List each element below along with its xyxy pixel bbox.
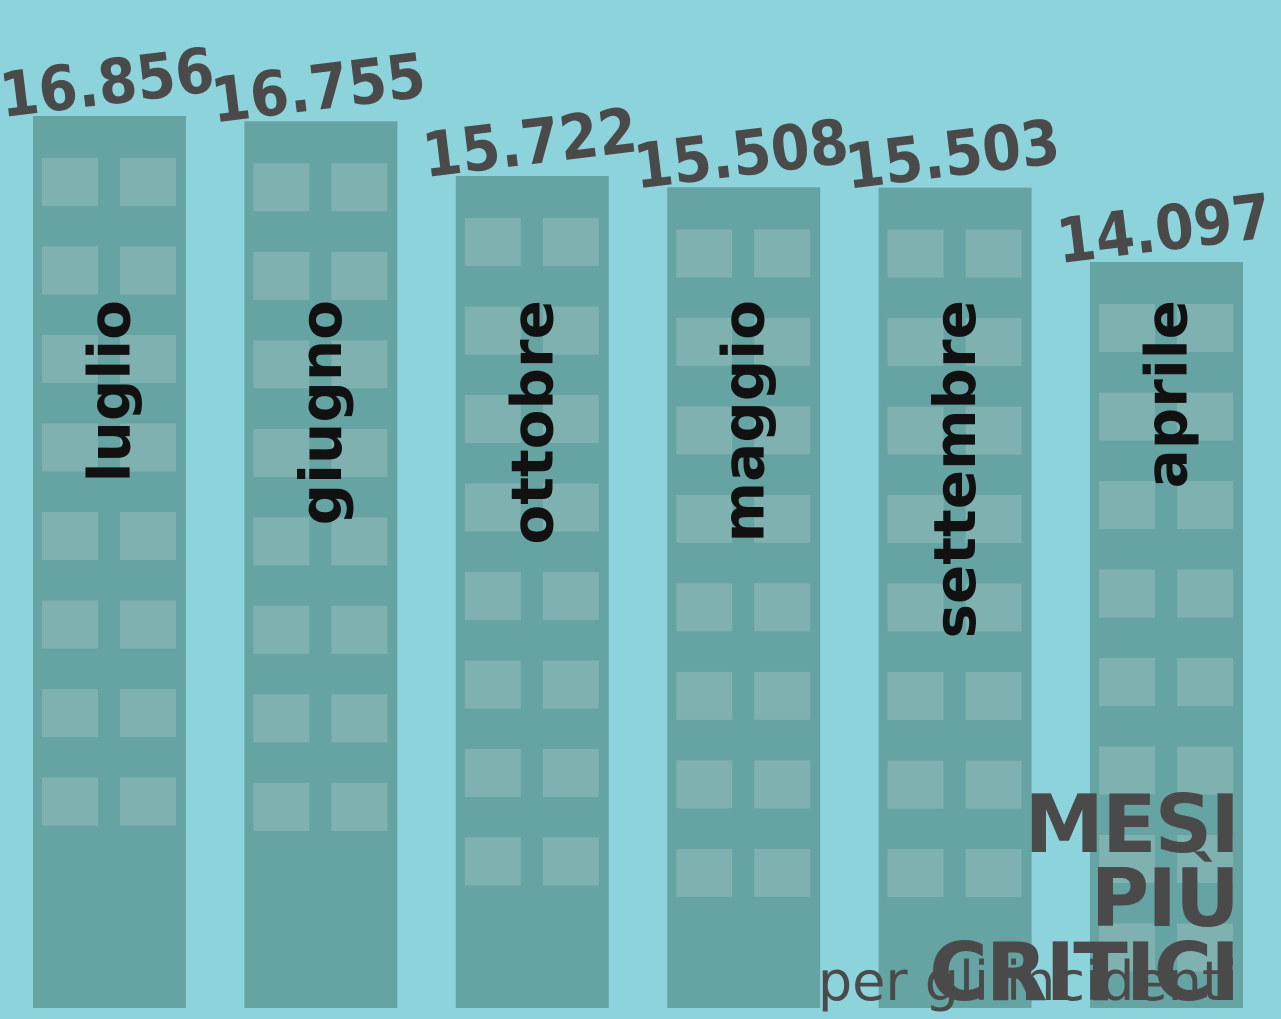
window <box>120 778 176 826</box>
window <box>253 606 309 654</box>
window <box>676 760 732 808</box>
window <box>966 230 1022 278</box>
category-label: ottobre <box>498 300 566 545</box>
window <box>120 512 176 560</box>
window <box>331 694 387 742</box>
window <box>754 672 810 720</box>
window <box>331 252 387 300</box>
window <box>42 689 98 737</box>
window <box>1099 570 1155 618</box>
window <box>676 672 732 720</box>
window <box>120 689 176 737</box>
category-label: maggio <box>710 300 778 542</box>
window <box>543 749 599 797</box>
window <box>120 601 176 649</box>
window <box>754 583 810 631</box>
window <box>888 230 944 278</box>
category-label: settembre <box>921 300 989 639</box>
window <box>331 783 387 831</box>
window <box>465 661 521 709</box>
window <box>966 672 1022 720</box>
window <box>42 158 98 206</box>
window <box>754 229 810 277</box>
window <box>42 601 98 649</box>
window <box>120 247 176 295</box>
window <box>42 778 98 826</box>
category-label: luglio <box>76 300 144 482</box>
window <box>253 163 309 211</box>
window <box>120 158 176 206</box>
window <box>676 849 732 897</box>
window <box>331 163 387 211</box>
window <box>543 218 599 266</box>
window <box>543 838 599 886</box>
window <box>1177 658 1233 706</box>
window <box>42 512 98 560</box>
window <box>676 229 732 277</box>
window <box>754 760 810 808</box>
window <box>754 849 810 897</box>
page: {"chart_data": {"type": "bar", "title": … <box>0 0 1281 1008</box>
window <box>888 672 944 720</box>
window <box>1177 570 1233 618</box>
window <box>465 572 521 620</box>
chart-subtitle: per gli incidenti <box>818 950 1238 1013</box>
window <box>465 838 521 886</box>
window <box>1099 658 1155 706</box>
window <box>253 783 309 831</box>
window <box>543 572 599 620</box>
category-label: aprile <box>1133 300 1201 488</box>
window <box>253 252 309 300</box>
window <box>465 749 521 797</box>
window <box>465 218 521 266</box>
window <box>331 606 387 654</box>
window <box>42 247 98 295</box>
window <box>253 694 309 742</box>
window <box>543 661 599 709</box>
category-label: giugno <box>287 300 355 525</box>
window <box>676 583 732 631</box>
